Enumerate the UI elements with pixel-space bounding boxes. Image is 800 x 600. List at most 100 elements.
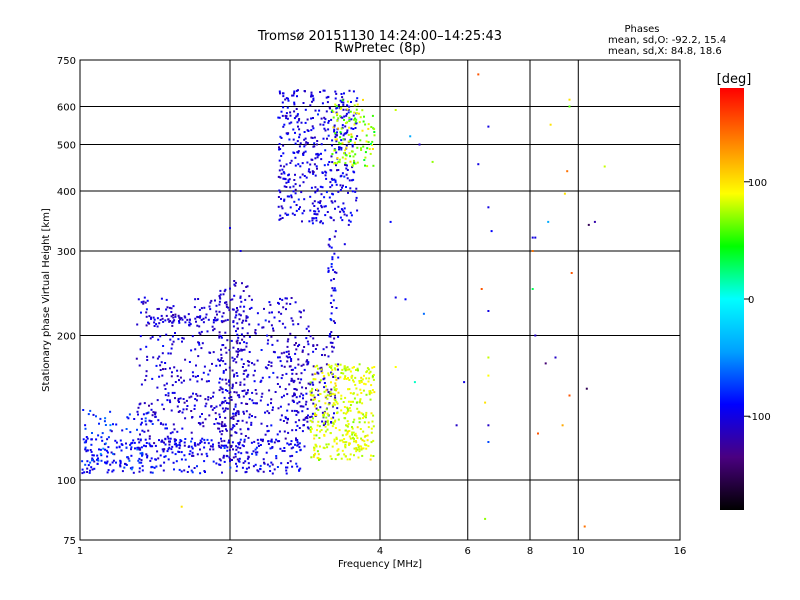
data-point xyxy=(232,412,235,415)
data-point xyxy=(286,340,289,343)
data-point xyxy=(279,297,281,300)
data-point xyxy=(280,414,283,417)
data-point xyxy=(305,400,308,403)
data-point xyxy=(244,298,247,301)
data-point xyxy=(340,127,343,130)
data-point xyxy=(327,270,330,273)
data-point xyxy=(224,389,227,391)
data-point xyxy=(207,318,210,321)
data-point xyxy=(218,446,221,449)
data-point xyxy=(339,136,342,139)
data-point xyxy=(224,407,227,410)
data-point xyxy=(487,441,490,443)
data-point xyxy=(351,179,353,182)
data-point xyxy=(291,454,294,457)
data-point xyxy=(278,169,281,172)
data-point xyxy=(327,134,330,137)
data-point xyxy=(317,113,319,116)
data-point xyxy=(327,267,330,270)
data-point xyxy=(309,416,312,419)
data-point xyxy=(330,417,333,420)
data-point xyxy=(276,466,279,468)
data-point xyxy=(256,438,259,441)
data-point xyxy=(183,401,186,404)
data-point xyxy=(358,450,361,453)
data-point xyxy=(303,145,306,148)
data-point xyxy=(487,424,490,427)
data-point xyxy=(140,446,143,449)
data-point xyxy=(234,412,237,415)
data-point xyxy=(303,445,306,448)
data-point xyxy=(480,288,483,290)
data-point xyxy=(306,340,309,343)
data-point xyxy=(334,132,337,135)
data-point xyxy=(145,308,148,311)
data-point xyxy=(235,423,238,425)
data-point xyxy=(190,445,193,448)
data-point xyxy=(344,157,347,160)
data-point xyxy=(345,441,348,444)
data-point xyxy=(304,108,307,111)
data-point xyxy=(328,365,331,368)
data-point xyxy=(329,107,331,110)
data-point xyxy=(332,110,335,113)
data-point xyxy=(268,311,271,314)
data-point xyxy=(324,430,327,433)
data-point xyxy=(254,332,257,335)
data-point xyxy=(295,342,297,345)
data-point xyxy=(200,318,203,321)
data-point xyxy=(389,220,392,223)
data-point xyxy=(166,427,168,430)
data-point xyxy=(351,143,354,146)
data-point xyxy=(146,359,149,361)
data-point xyxy=(259,467,262,470)
data-point xyxy=(310,389,313,392)
data-point xyxy=(182,398,185,400)
data-point xyxy=(331,161,334,164)
data-point xyxy=(296,95,298,98)
data-point xyxy=(303,346,306,348)
data-point xyxy=(299,467,302,470)
data-point xyxy=(264,411,266,414)
data-point xyxy=(354,120,357,123)
data-point xyxy=(238,349,241,352)
data-point xyxy=(298,419,301,422)
data-point xyxy=(219,404,222,407)
data-point xyxy=(156,308,159,310)
data-point xyxy=(235,372,238,374)
data-point xyxy=(331,178,334,181)
data-point xyxy=(202,425,205,428)
data-point xyxy=(356,426,359,429)
data-point xyxy=(315,153,318,156)
data-point xyxy=(127,417,130,420)
data-point xyxy=(300,311,302,314)
data-point xyxy=(330,118,333,121)
data-point xyxy=(357,369,359,372)
data-point xyxy=(285,308,287,311)
data-point xyxy=(221,471,223,474)
data-point xyxy=(133,441,136,444)
data-point xyxy=(184,438,187,440)
data-point xyxy=(81,460,84,463)
data-point xyxy=(370,431,373,434)
data-point xyxy=(332,193,334,196)
data-point xyxy=(156,450,159,453)
data-point xyxy=(162,423,165,426)
data-point xyxy=(531,250,534,252)
data-point xyxy=(338,148,340,151)
data-point xyxy=(238,318,241,321)
data-point xyxy=(340,409,343,412)
data-point xyxy=(127,457,130,460)
data-point xyxy=(169,320,172,322)
data-point xyxy=(340,208,343,211)
data-point xyxy=(218,336,221,339)
data-point xyxy=(312,378,315,381)
data-point xyxy=(187,313,190,316)
data-point xyxy=(296,114,299,117)
data-point xyxy=(237,348,240,350)
data-point xyxy=(561,424,564,427)
data-point xyxy=(338,158,341,161)
data-point xyxy=(319,458,322,461)
data-point xyxy=(284,326,287,329)
data-point xyxy=(170,307,173,310)
